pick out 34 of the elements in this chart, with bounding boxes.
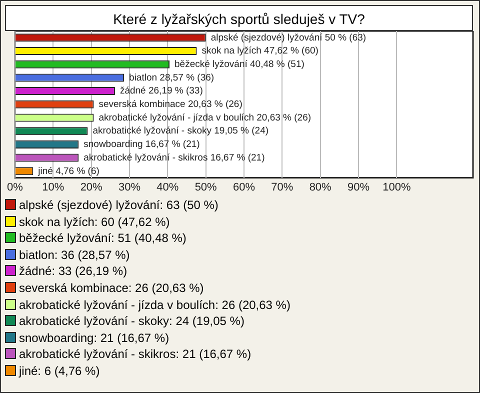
text: biatlon: 36 (28,57 %): [18, 246, 131, 264]
text: severská kombinace: 26 (20,63 %): [18, 280, 205, 297]
text: jiné: 6 (4,76 %): [18, 362, 101, 380]
text: skok na lyžích: 60 (47,62 %): [18, 214, 171, 230]
category-label: snowboarding 16,67 % (21): [84, 139, 200, 150]
text: snowboarding: 21 (16,67 %): [18, 330, 170, 346]
x-tick-label: 70%: [271, 181, 294, 194]
x-tick-label: 0%: [7, 181, 24, 194]
text: akrobatické lyžování - jízda v boulích: 26 (20,63 %): [18, 296, 290, 314]
text: akrobatické lyžování - skikros: 21 (16,67 %): [18, 346, 252, 363]
chart-title: Které z lyžařských sportů sleduješ v TV?: [5, 5, 473, 31]
text: alpské (sjezdové) lyžování: 63 (50 %): [18, 197, 220, 214]
x-tick-label: 40%: [156, 181, 179, 194]
category-label: běžecké lyžování 40,48 % (51): [174, 58, 304, 70]
x-tick-label: 20%: [80, 181, 103, 194]
x-tick-label: 30%: [118, 181, 141, 194]
category-label: akrobatické lyžování - skikros 16,67 % (21): [84, 152, 265, 164]
text: běžecké lyžování: 51 (40,48 %): [18, 230, 188, 247]
category-label: jiné 4,76 % (6): [38, 166, 100, 177]
x-tick-label: 10%: [42, 181, 64, 194]
category-label: žádné 26,19 % (33): [120, 86, 203, 97]
x-tick-label: 60%: [232, 181, 256, 194]
category-label: alpské (sjezdové) lyžování 50 % (63): [210, 32, 366, 44]
text: akrobatické lyžování - skoky: 24 (19,05 %): [18, 313, 246, 330]
category-label: skok na lyžích 47,62 % (60): [202, 46, 318, 57]
category-label: severská kombinace 20,63 % (26): [98, 99, 242, 110]
x-tick-label: 50%: [194, 181, 218, 194]
category-label: biatlon 28,57 % (36): [129, 72, 214, 84]
x-tick-label: 80%: [309, 181, 332, 194]
x-tick-label: 100%: [382, 181, 411, 194]
x-tick-label: 90%: [347, 181, 370, 194]
text: žádné: 33 (26,19 %): [18, 263, 128, 280]
category-label: akrobatické lyžování - skoky 19,05 % (24): [92, 126, 269, 137]
category-label: akrobatické lyžování - jízda v boulích 20,63 % (26): [98, 112, 312, 124]
